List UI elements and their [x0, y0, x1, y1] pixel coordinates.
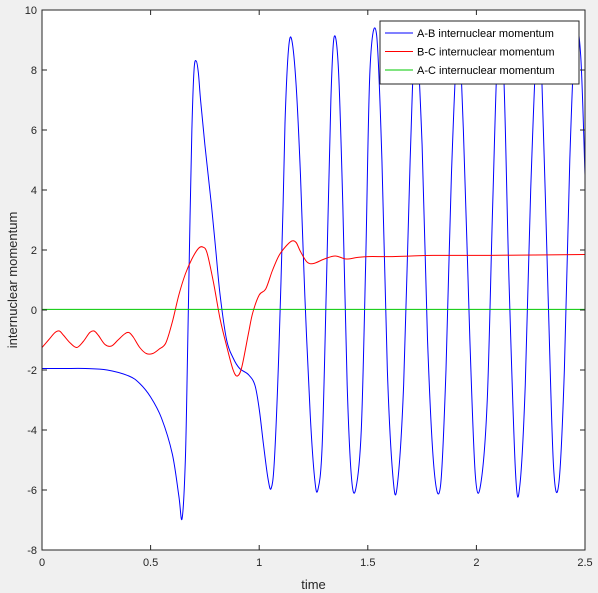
- y-tick-label: -8: [27, 545, 37, 557]
- y-tick-label: -6: [27, 485, 37, 497]
- legend-label-2: B-C internuclear momentum: [417, 47, 555, 59]
- y-tick-label: 10: [25, 5, 37, 17]
- series-line-2: [42, 240, 585, 377]
- y-tick-label: 2: [31, 245, 37, 257]
- legend[interactable]: A-B internuclear momentum B-C internuclea…: [379, 20, 580, 85]
- tick-labels-layer: 0 0.5 1 1.5 2 2.5 -8 -6 -4 -2 0 2 4 6 8 10: [25, 5, 593, 569]
- y-axis-label: internuclear momentum: [5, 212, 20, 349]
- x-tick-label: 2.5: [577, 557, 592, 569]
- axes-box: [41, 9, 586, 551]
- x-tick-label: 0: [39, 557, 45, 569]
- y-tick-label: -4: [27, 425, 37, 437]
- legend-label-3: A-C internuclear momentum: [417, 65, 555, 77]
- y-tick-label: -2: [27, 365, 37, 377]
- series-line-1: [42, 24, 585, 521]
- y-tick-label: 0: [31, 305, 37, 317]
- x-axis-label: time: [301, 577, 326, 592]
- x-tick-label: 1.5: [360, 557, 375, 569]
- x-tick-label: 2: [473, 557, 479, 569]
- legend-box: [379, 20, 580, 85]
- y-tick-label: 8: [31, 65, 37, 77]
- y-tick-label: 4: [31, 185, 37, 197]
- y-tick-label: 6: [31, 125, 37, 137]
- series-layer: [42, 24, 585, 521]
- legend-label-1: A-B internuclear momentum: [417, 28, 554, 40]
- x-tick-label: 1: [256, 557, 262, 569]
- x-tick-label: 0.5: [143, 557, 158, 569]
